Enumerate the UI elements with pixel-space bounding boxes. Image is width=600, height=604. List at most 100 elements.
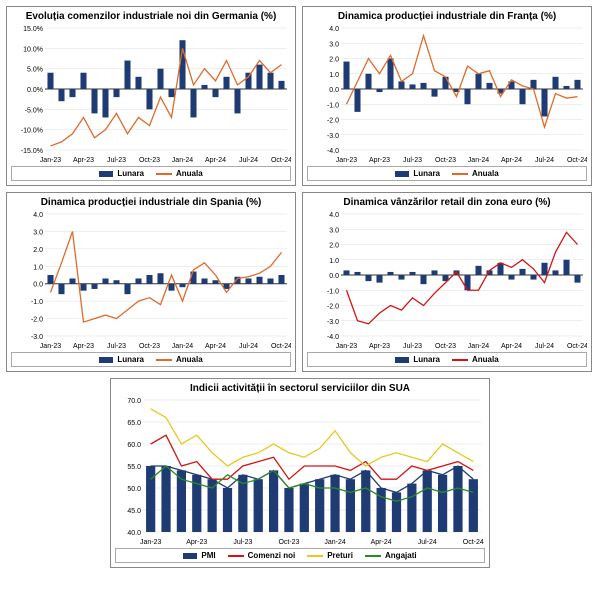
svg-text:40.0: 40.0 <box>127 530 141 537</box>
svg-text:55.0: 55.0 <box>127 464 141 471</box>
svg-text:Jul-24: Jul-24 <box>535 343 554 350</box>
legend-item: Comenzi noi <box>228 551 296 560</box>
svg-text:15.0%: 15.0% <box>23 26 43 33</box>
svg-text:0.0: 0.0 <box>329 87 339 94</box>
svg-text:-1.0: -1.0 <box>327 288 339 295</box>
svg-text:Jul-23: Jul-23 <box>233 539 252 546</box>
svg-text:Oct-23: Oct-23 <box>139 343 160 350</box>
svg-text:-2.0: -2.0 <box>327 304 339 311</box>
svg-text:Apr-23: Apr-23 <box>369 157 390 164</box>
svg-text:Oct-23: Oct-23 <box>435 343 456 350</box>
svg-text:Oct-24: Oct-24 <box>463 539 484 546</box>
svg-text:Jul-23: Jul-23 <box>403 343 422 350</box>
svg-text:Jan-23: Jan-23 <box>40 343 62 350</box>
svg-text:Apr-23: Apr-23 <box>73 343 94 350</box>
chart-retail: Dinamica vânzărilor retail din zona euro… <box>302 192 592 372</box>
chart-germany: Evoluția comenzilor industriale noi din … <box>6 6 296 186</box>
svg-text:Jan-24: Jan-24 <box>172 157 194 164</box>
svg-text:Jan-24: Jan-24 <box>468 343 490 350</box>
legend-item: PMI <box>183 551 215 560</box>
chart-svg: -4.0-3.0-2.0-1.00.01.02.03.04.0Jan-23Apr… <box>307 210 587 350</box>
svg-text:3.0: 3.0 <box>329 227 339 234</box>
svg-text:5.0%: 5.0% <box>27 67 43 74</box>
legend-bar: Lunara <box>395 355 440 364</box>
svg-text:Jul-23: Jul-23 <box>403 157 422 164</box>
svg-text:0.0: 0.0 <box>329 273 339 280</box>
svg-text:Jan-23: Jan-23 <box>336 157 358 164</box>
legend: Lunara Anuala <box>11 166 291 181</box>
svg-text:4.0: 4.0 <box>33 212 43 219</box>
svg-text:2.0: 2.0 <box>329 243 339 250</box>
svg-text:65.0: 65.0 <box>127 420 141 427</box>
svg-text:Jul-24: Jul-24 <box>239 157 258 164</box>
chart-title: Evoluția comenzilor industriale noi din … <box>11 11 291 22</box>
svg-text:Apr-24: Apr-24 <box>501 157 522 164</box>
svg-text:Apr-23: Apr-23 <box>369 343 390 350</box>
svg-text:Jan-24: Jan-24 <box>172 343 194 350</box>
svg-text:-10.0%: -10.0% <box>21 128 43 135</box>
legend: Lunara Anuala <box>11 352 291 367</box>
svg-text:Jan-23: Jan-23 <box>140 539 162 546</box>
chart-usa-services: Indicii activității în sectorul servicii… <box>110 378 490 568</box>
legend-line: Anuala <box>452 169 499 178</box>
svg-text:Jan-23: Jan-23 <box>336 343 358 350</box>
svg-text:-3.0: -3.0 <box>31 334 43 341</box>
svg-text:Oct-23: Oct-23 <box>435 157 456 164</box>
svg-text:Apr-24: Apr-24 <box>205 157 226 164</box>
legend-bar: Lunara <box>99 355 144 364</box>
svg-text:Jul-24: Jul-24 <box>239 343 258 350</box>
svg-text:-4.0: -4.0 <box>327 148 339 155</box>
legend-item: Angajati <box>365 551 417 560</box>
chart-svg: -3.0-2.0-1.00.01.02.03.04.0Jan-23Apr-23J… <box>11 210 291 350</box>
legend-line: Anuala <box>156 169 203 178</box>
svg-text:2.0: 2.0 <box>33 247 43 254</box>
svg-text:1.0: 1.0 <box>33 264 43 271</box>
svg-text:Oct-23: Oct-23 <box>139 157 160 164</box>
legend: Lunara Anuala <box>307 352 587 367</box>
svg-text:Jul-24: Jul-24 <box>418 539 437 546</box>
svg-text:Jan-24: Jan-24 <box>468 157 490 164</box>
legend-line: Anuala <box>156 355 203 364</box>
svg-text:Apr-24: Apr-24 <box>371 539 392 546</box>
svg-text:Oct-24: Oct-24 <box>567 157 587 164</box>
legend-bar: Lunara <box>99 169 144 178</box>
svg-text:Jul-23: Jul-23 <box>107 157 126 164</box>
legend-line: Anuala <box>452 355 499 364</box>
svg-text:10.0%: 10.0% <box>23 46 43 53</box>
chart-france: Dinamica producției industriale din Fran… <box>302 6 592 186</box>
svg-text:Apr-24: Apr-24 <box>205 343 226 350</box>
svg-text:-3.0: -3.0 <box>327 319 339 326</box>
svg-text:1.0: 1.0 <box>329 258 339 265</box>
svg-text:0.0: 0.0 <box>33 282 43 289</box>
svg-text:Jul-24: Jul-24 <box>535 157 554 164</box>
svg-text:Oct-24: Oct-24 <box>567 343 587 350</box>
svg-text:0.0%: 0.0% <box>27 87 43 94</box>
svg-text:Jan-24: Jan-24 <box>324 539 346 546</box>
chart-title: Dinamica producției industriale din Fran… <box>307 11 587 22</box>
chart-title: Dinamica producției industriale din Span… <box>11 197 291 208</box>
svg-text:Jul-23: Jul-23 <box>107 343 126 350</box>
svg-text:Apr-23: Apr-23 <box>186 539 207 546</box>
svg-text:-2.0: -2.0 <box>327 118 339 125</box>
svg-text:Oct-24: Oct-24 <box>271 343 291 350</box>
svg-text:Oct-23: Oct-23 <box>278 539 299 546</box>
svg-text:-5.0%: -5.0% <box>25 107 43 114</box>
svg-text:-1.0: -1.0 <box>327 102 339 109</box>
svg-text:4.0: 4.0 <box>329 26 339 33</box>
svg-text:50.0: 50.0 <box>127 486 141 493</box>
svg-text:-4.0: -4.0 <box>327 334 339 341</box>
svg-text:70.0: 70.0 <box>127 398 141 405</box>
chart-svg: -15.0% -10.0% -5.0% 0.0% 5.0% 10.0% 15.0% Jan-2… <box>11 24 291 164</box>
svg-text:3.0: 3.0 <box>33 229 43 236</box>
svg-text:Oct-24: Oct-24 <box>271 157 291 164</box>
svg-text:60.0: 60.0 <box>127 442 141 449</box>
svg-text:-15.0%: -15.0% <box>21 148 43 155</box>
svg-text:2.0: 2.0 <box>329 57 339 64</box>
legend-bar: Lunara <box>395 169 440 178</box>
svg-text:-3.0: -3.0 <box>327 133 339 140</box>
svg-text:Jan-23: Jan-23 <box>40 157 62 164</box>
legend-item: Preturi <box>307 551 353 560</box>
svg-text:-2.0: -2.0 <box>31 317 43 324</box>
svg-text:1.0: 1.0 <box>329 72 339 79</box>
chart-title: Indicii activității în sectorul servicii… <box>115 383 485 394</box>
